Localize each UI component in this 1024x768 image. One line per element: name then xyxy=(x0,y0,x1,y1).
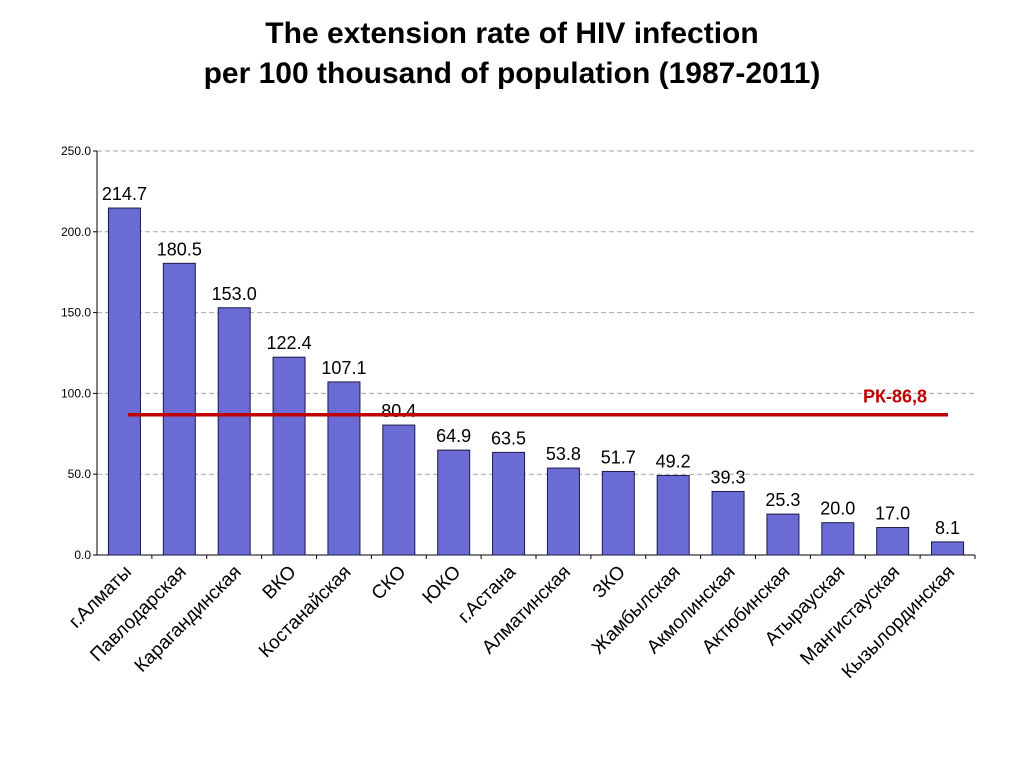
bar xyxy=(931,541,965,556)
data-label: 153.0 xyxy=(212,284,257,304)
data-label: 25.3 xyxy=(765,490,800,510)
y-tick-label: 200.0 xyxy=(61,225,91,239)
bar xyxy=(327,381,361,556)
y-tick-label: 250.0 xyxy=(61,144,91,158)
x-category-label: ВКО xyxy=(259,562,301,604)
data-label: 80.4 xyxy=(381,401,416,421)
bar xyxy=(766,513,800,556)
bar xyxy=(821,522,855,556)
y-tick-label: 50.0 xyxy=(68,467,92,481)
bar xyxy=(546,467,580,556)
data-label: 51.7 xyxy=(601,447,636,467)
y-tick-label: 100.0 xyxy=(61,386,91,400)
data-label: 53.8 xyxy=(546,444,581,464)
x-category-label: Павлодарская xyxy=(86,562,190,666)
bar xyxy=(217,307,251,556)
bar xyxy=(437,449,471,556)
bar xyxy=(601,470,635,556)
data-label: 39.3 xyxy=(711,467,746,487)
bar xyxy=(272,356,306,556)
data-label: 63.5 xyxy=(491,428,526,448)
chart-subtitle: per 100 thousand of population (1987-201… xyxy=(203,57,821,90)
data-label: 64.9 xyxy=(436,426,471,446)
data-label: 17.0 xyxy=(875,504,910,524)
y-tick-label: 0.0 xyxy=(74,548,91,562)
bar xyxy=(107,207,141,556)
data-label: 8.1 xyxy=(935,518,960,538)
data-label: 20.0 xyxy=(820,499,855,519)
chart-title-block: The extension rate of HIV infection per … xyxy=(0,14,1024,94)
data-label: 122.4 xyxy=(267,333,312,353)
bar xyxy=(382,424,416,556)
data-label: 180.5 xyxy=(157,239,202,259)
reference-line-label: РК-86,8 xyxy=(863,387,927,407)
chart-title: The extension rate of HIV infection xyxy=(265,17,759,50)
bar xyxy=(492,451,526,556)
bar xyxy=(711,490,745,556)
x-category-label: Мангистауская xyxy=(796,562,904,670)
x-category-label: СКО xyxy=(368,562,411,605)
x-category-label: ЮКО xyxy=(419,562,466,609)
bar xyxy=(656,474,690,556)
x-category-label: ЗКО xyxy=(589,562,630,603)
bar xyxy=(162,262,196,556)
y-tick-label: 150.0 xyxy=(61,306,91,320)
data-label: 107.1 xyxy=(321,358,366,378)
bar xyxy=(876,527,910,556)
data-label: 214.7 xyxy=(102,184,147,204)
data-label: 49.2 xyxy=(656,451,691,471)
